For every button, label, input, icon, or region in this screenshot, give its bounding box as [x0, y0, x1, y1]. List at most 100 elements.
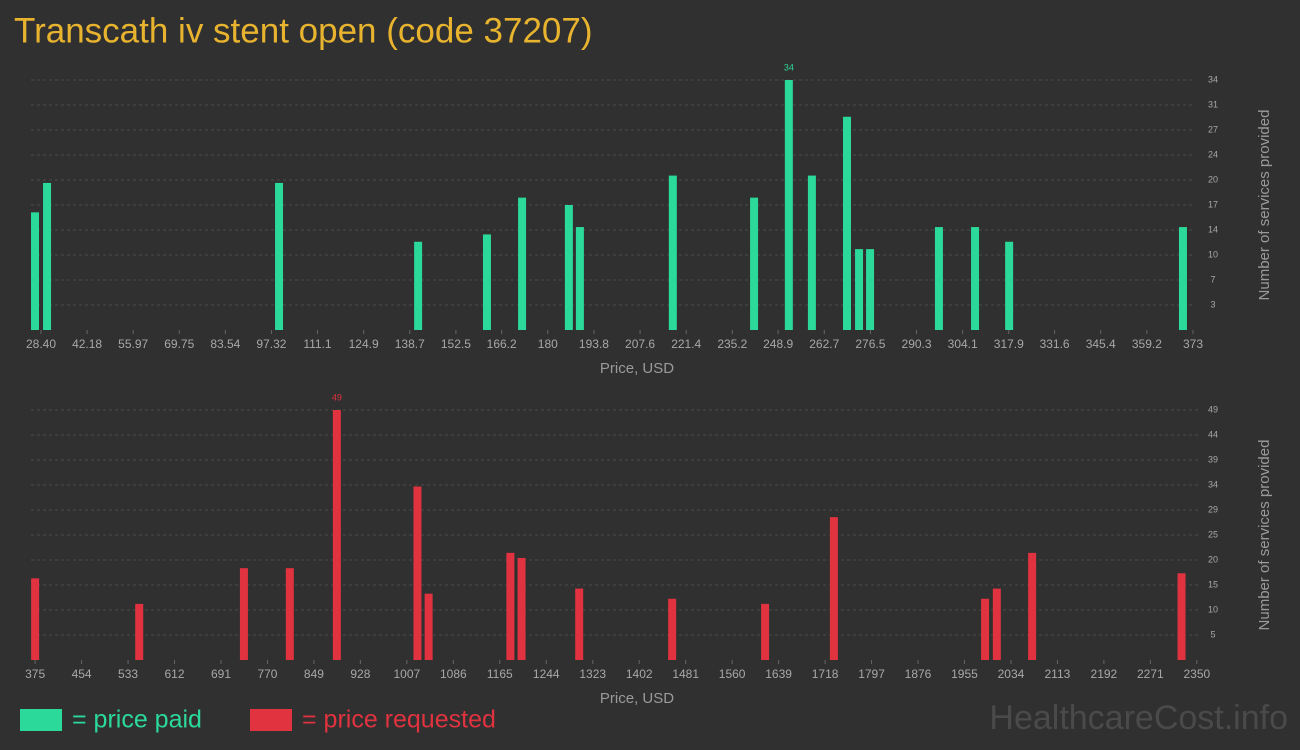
- x-tick-label: 375: [25, 667, 45, 681]
- bar: [424, 593, 433, 660]
- bar: [414, 241, 423, 330]
- x-tick-label: 1244: [533, 667, 560, 681]
- x-axis-title: Price, USD: [600, 360, 674, 377]
- x-tick-label: 1165: [487, 667, 513, 681]
- bar: [31, 212, 40, 330]
- bar: [750, 197, 759, 330]
- x-tick-label: 262.7: [809, 337, 839, 351]
- x-tick-label: 276.5: [855, 337, 885, 351]
- bar: [668, 175, 677, 330]
- legend-label: = price requested: [302, 706, 496, 734]
- x-tick-label: 235.2: [717, 337, 747, 351]
- bar: [1177, 573, 1186, 660]
- y-tick-label: 10: [1208, 249, 1218, 259]
- x-tick-label: 373: [1183, 337, 1203, 351]
- y-tick-label: 34: [1208, 479, 1218, 489]
- bar: [1028, 552, 1037, 660]
- x-tick-label: 533: [118, 667, 138, 681]
- bar: [575, 227, 584, 330]
- bar: [934, 227, 943, 330]
- bar: [668, 598, 677, 660]
- bar: [1005, 241, 1014, 330]
- x-tick-label: 248.9: [763, 337, 793, 351]
- x-tick-label: 180: [538, 337, 558, 351]
- x-tick-label: 1402: [626, 667, 653, 681]
- bar: [564, 205, 573, 330]
- x-tick-label: 317.9: [994, 337, 1024, 351]
- data-label: 49: [332, 392, 342, 402]
- watermark: HealthcareCost.info: [989, 699, 1288, 737]
- bar: [971, 227, 980, 330]
- y-tick-label: 39: [1208, 454, 1218, 464]
- bar: [866, 249, 875, 330]
- y-tick-label: 5: [1210, 629, 1215, 639]
- bar: [285, 568, 294, 660]
- y-tick-label: 44: [1208, 429, 1218, 439]
- x-tick-label: 111.1: [303, 337, 332, 351]
- x-tick-label: 1323: [579, 667, 606, 681]
- bar: [761, 603, 770, 660]
- bar: [239, 568, 248, 660]
- x-tick-label: 2192: [1091, 667, 1118, 681]
- bar: [981, 598, 990, 660]
- x-tick-label: 928: [350, 667, 370, 681]
- y-tick-label: 15: [1208, 579, 1218, 589]
- y-tick-label: 14: [1208, 224, 1218, 234]
- x-tick-label: 138.7: [395, 337, 425, 351]
- y-tick-label: 24: [1208, 149, 1218, 159]
- y-tick-label: 20: [1208, 554, 1218, 564]
- bar: [275, 182, 284, 330]
- x-tick-label: 691: [211, 667, 231, 681]
- x-tick-label: 1086: [440, 667, 467, 681]
- bar: [518, 197, 527, 330]
- x-tick-label: 166.2: [487, 337, 517, 351]
- x-tick-label: 2271: [1137, 667, 1164, 681]
- x-tick-label: 1718: [812, 667, 839, 681]
- bar: [855, 249, 864, 330]
- bar: [784, 80, 793, 330]
- x-tick-label: 69.75: [164, 337, 194, 351]
- x-tick-label: 1955: [951, 667, 978, 681]
- x-tick-label: 1876: [905, 667, 932, 681]
- chart-title: Transcath iv stent open (code 37207): [14, 11, 593, 50]
- x-tick-label: 124.9: [349, 337, 379, 351]
- x-tick-label: 849: [304, 667, 324, 681]
- x-tick-label: 1481: [672, 667, 699, 681]
- y-tick-label: 17: [1208, 199, 1218, 209]
- x-tick-label: 97.32: [256, 337, 286, 351]
- x-tick-label: 207.6: [625, 337, 655, 351]
- x-tick-label: 1797: [858, 667, 885, 681]
- y-axis-title: Number of services provided: [1256, 110, 1273, 301]
- bar: [482, 234, 491, 330]
- x-tick-label: 193.8: [579, 337, 609, 351]
- bar: [1178, 227, 1187, 330]
- bar: [506, 552, 515, 660]
- y-tick-label: 3: [1210, 299, 1215, 309]
- bar: [829, 517, 838, 660]
- y-tick-label: 31: [1208, 99, 1218, 109]
- x-tick-label: 152.5: [441, 337, 471, 351]
- bar: [992, 588, 1001, 660]
- legend-label: = price paid: [72, 706, 202, 734]
- y-axis-title: Number of services provided: [1256, 440, 1273, 631]
- bar: [135, 603, 144, 660]
- x-tick-label: 2350: [1183, 667, 1210, 681]
- x-tick-label: 28.40: [26, 337, 56, 351]
- legend-swatch: [20, 709, 62, 731]
- bar: [31, 578, 40, 660]
- x-tick-label: 2034: [998, 667, 1025, 681]
- x-tick-label: 359.2: [1132, 337, 1162, 351]
- y-tick-label: 29: [1208, 504, 1218, 514]
- legend-swatch: [250, 709, 292, 731]
- y-tick-label: 10: [1208, 604, 1218, 614]
- bar: [43, 182, 52, 330]
- x-tick-label: 345.4: [1086, 337, 1116, 351]
- y-tick-label: 34: [1208, 74, 1218, 84]
- x-tick-label: 454: [72, 667, 92, 681]
- x-tick-label: 221.4: [671, 337, 701, 351]
- x-tick-label: 612: [165, 667, 185, 681]
- x-tick-label: 304.1: [948, 337, 978, 351]
- bar: [807, 175, 816, 330]
